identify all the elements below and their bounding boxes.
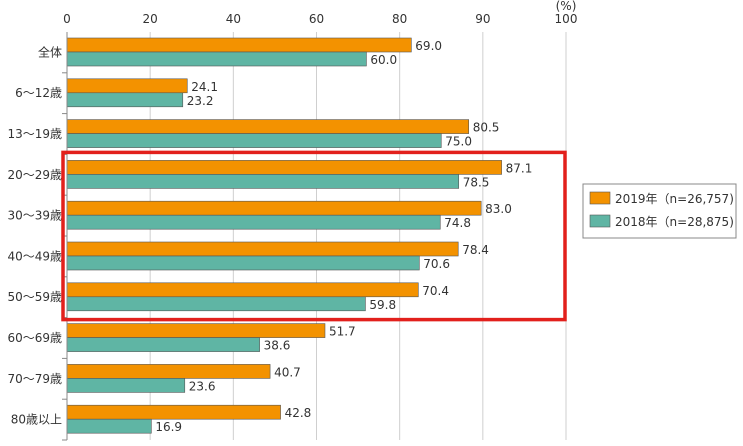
- data-label: 78.5: [463, 175, 490, 189]
- bar-2018: [66, 296, 366, 312]
- data-label: 23.2: [187, 94, 214, 108]
- bar-2019: [66, 241, 459, 257]
- category-label: 40～49歳: [7, 249, 62, 263]
- highlight-box: [61, 150, 567, 322]
- bar-2018: [66, 378, 186, 393]
- data-label: 59.8: [369, 298, 396, 312]
- bar-2019: [66, 119, 469, 134]
- data-label: 78.4: [462, 243, 489, 257]
- bar-2019: [66, 364, 271, 379]
- bar-2018: [66, 337, 260, 352]
- x-tick-label: 80: [392, 12, 407, 26]
- data-label: 60.0: [370, 53, 397, 67]
- category-label: 30～39歳: [7, 209, 62, 223]
- x-tick-label: 60: [309, 12, 324, 26]
- data-label: 42.8: [285, 406, 312, 420]
- bar-2018: [66, 418, 152, 434]
- category-label: 70～79歳: [7, 372, 62, 386]
- data-label: 51.7: [329, 325, 356, 339]
- legend-label-2018: 2018年（n=28,875): [615, 215, 734, 229]
- data-label: 87.1: [506, 161, 533, 175]
- data-label: 38.6: [264, 339, 291, 353]
- x-tick-label: 100: [555, 12, 578, 26]
- x-tick-label: 40: [226, 12, 241, 26]
- x-tick-label: 90: [475, 12, 490, 26]
- data-label: 75.0: [445, 135, 472, 149]
- bar-2018: [66, 92, 184, 108]
- bar-2018: [66, 133, 442, 148]
- category-label: 60～69歳: [7, 331, 62, 345]
- x-tick-label: 20: [143, 12, 158, 26]
- category-label: 13～19歳: [7, 127, 62, 141]
- data-labels: 69.0 60.0 24.123.2 80.575.0 87.1 78.5 83.0 74.8…: [155, 39, 532, 434]
- bar-2018: [66, 214, 441, 230]
- data-label: 83.0: [485, 202, 512, 216]
- category-label: 6～12歳: [15, 86, 62, 100]
- data-label: 23.6: [189, 379, 216, 393]
- bar-2019: [66, 404, 281, 420]
- data-label: 74.8: [444, 216, 471, 230]
- x-axis-ticks: 0 20 40 60 80 90 100: [63, 12, 577, 26]
- category-label: 80歳以上: [11, 413, 62, 427]
- bar-2018: [66, 51, 367, 67]
- data-label: 80.5: [473, 121, 500, 135]
- bar-2018: [66, 174, 460, 189]
- data-label: 40.7: [274, 365, 301, 379]
- bar-2019: [66, 37, 412, 53]
- bar-2019: [66, 323, 326, 338]
- legend-swatch-2019: [589, 191, 611, 205]
- legend: 2019年（n=26,757) 2018年（n=28,875): [582, 183, 737, 239]
- category-labels: 全体 6～12歳 13～19歳 20～29歳 30～39歳 40～49歳 50～59歳 60～…: [7, 44, 67, 441]
- bar-2019: [66, 160, 502, 175]
- bar-2019: [66, 282, 419, 298]
- legend-swatch-2018: [589, 214, 611, 228]
- bar-2018: [66, 255, 420, 271]
- axis-unit-label: (%): [556, 0, 577, 13]
- category-label: 50～59歳: [7, 290, 62, 304]
- bar-2019: [66, 78, 188, 94]
- bars: [66, 37, 502, 434]
- data-label: 70.4: [422, 284, 449, 298]
- legend-label-2019: 2019年（n=26,757): [615, 192, 734, 206]
- data-label: 16.9: [155, 420, 182, 434]
- data-label: 69.0: [415, 39, 442, 53]
- x-tick-label: 0: [63, 12, 71, 26]
- data-label: 24.1: [191, 80, 218, 94]
- data-label: 70.6: [423, 257, 450, 271]
- category-label: 20～29歳: [7, 168, 62, 182]
- bar-2019: [66, 200, 482, 216]
- category-label: 全体: [38, 44, 62, 59]
